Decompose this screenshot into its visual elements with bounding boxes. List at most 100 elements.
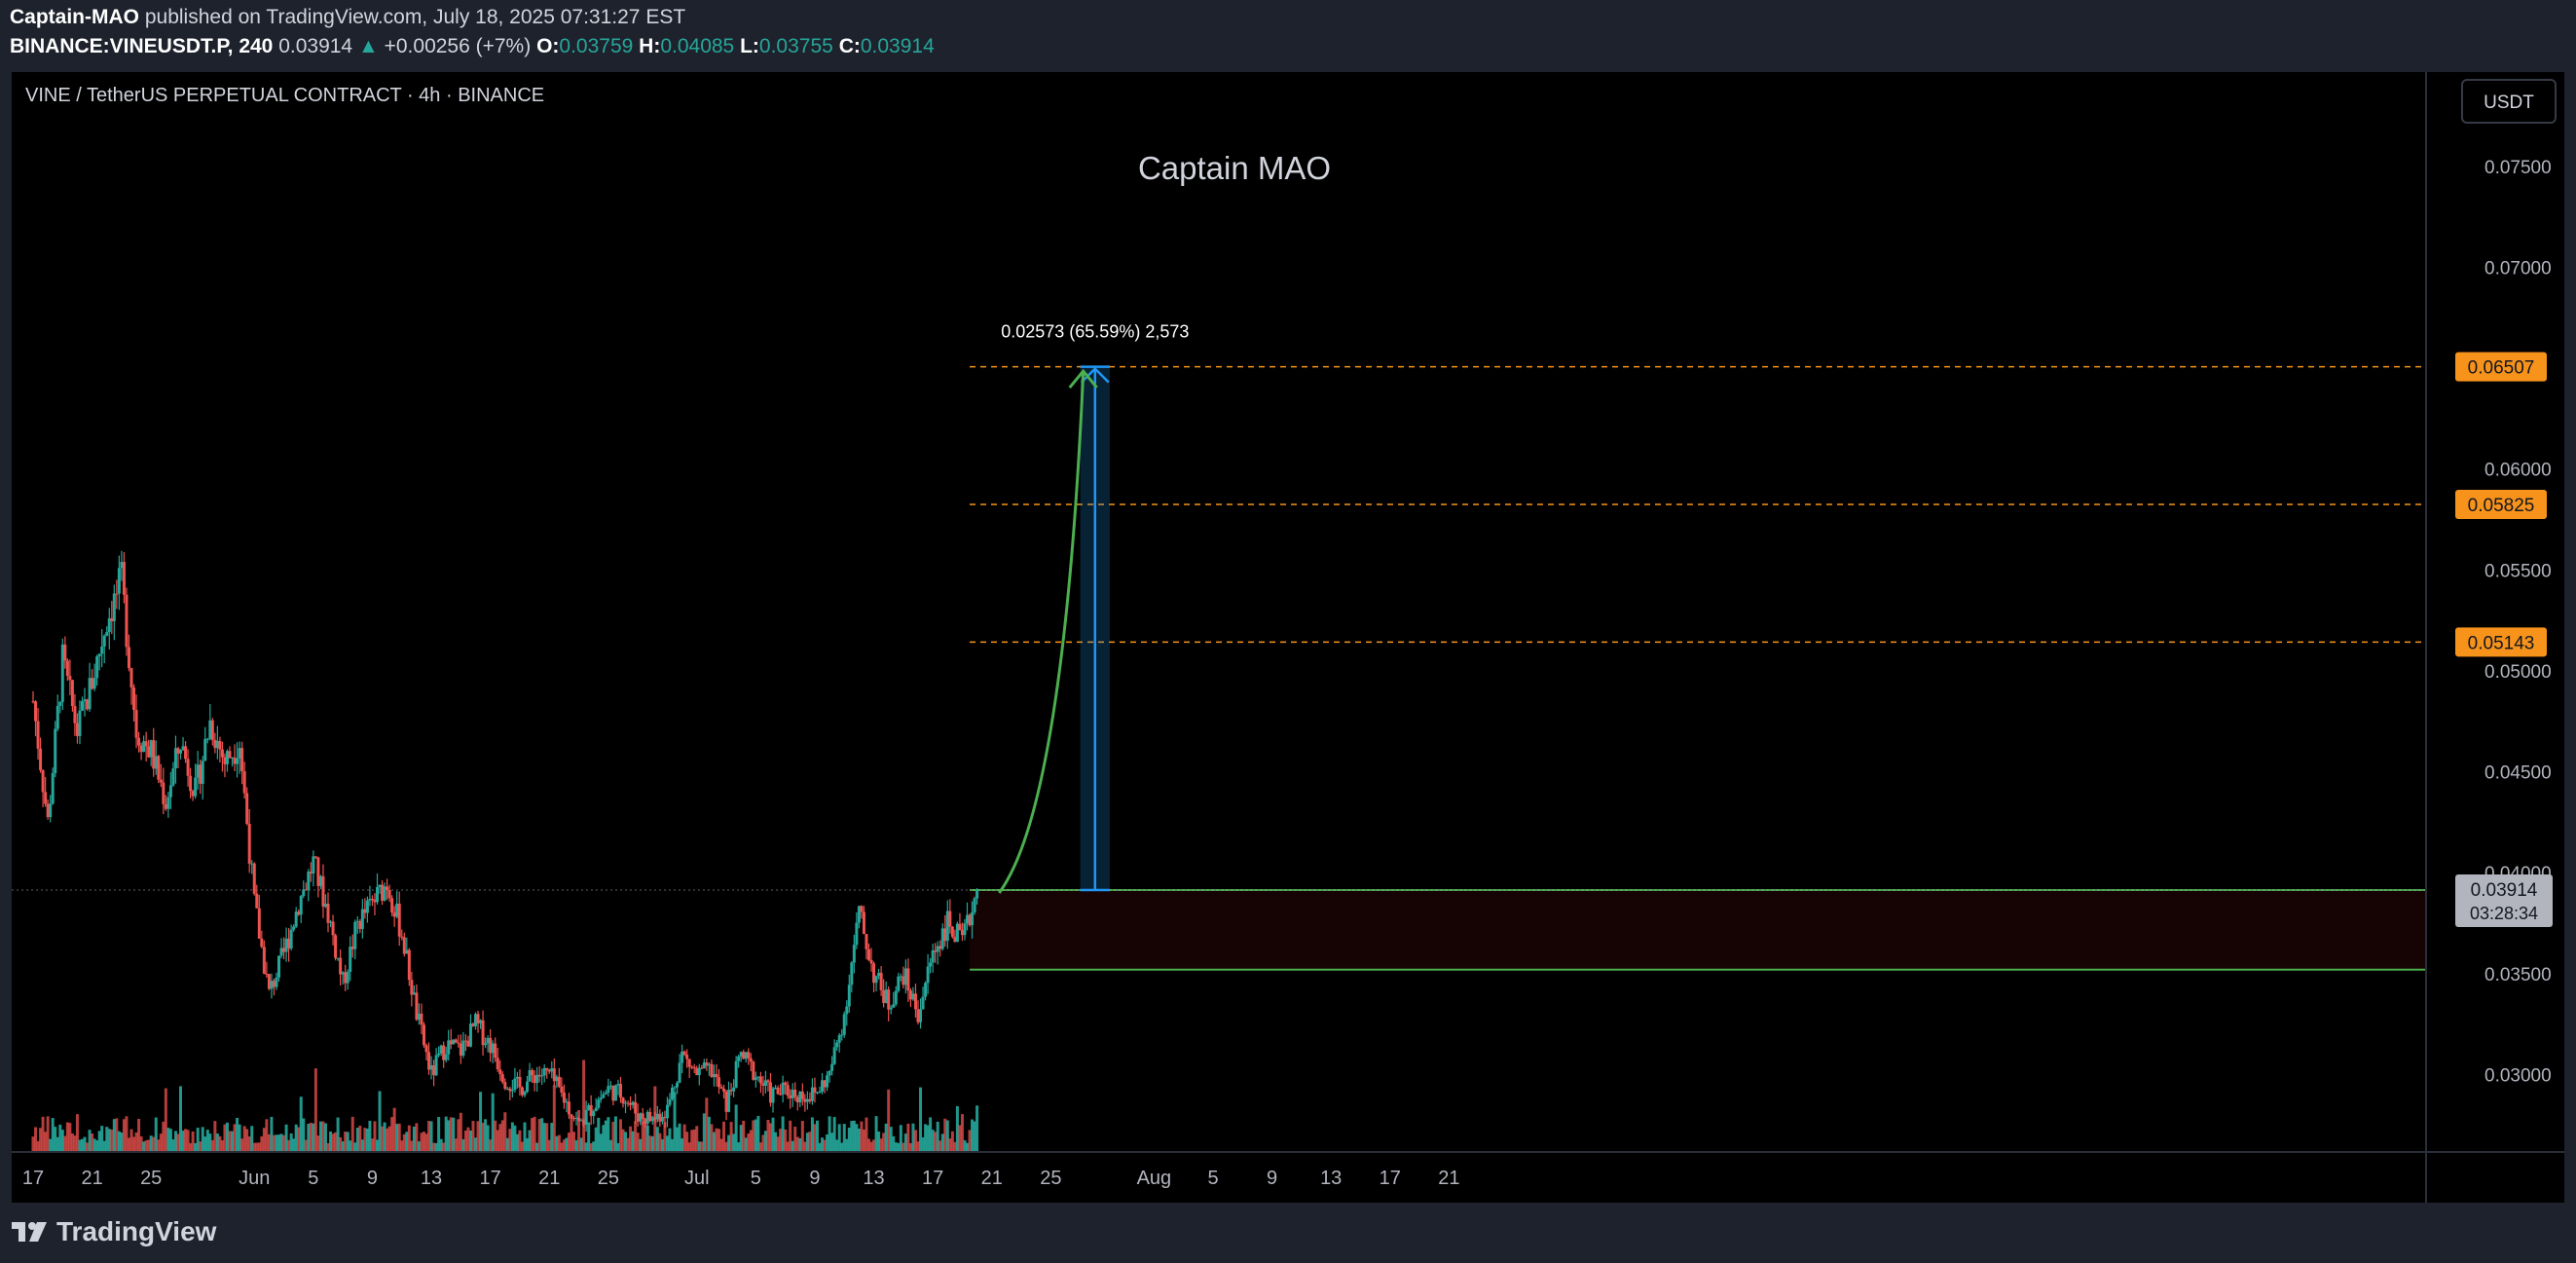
volume-bar [908, 1142, 912, 1151]
candle-body [336, 957, 340, 959]
volume-bar [508, 1129, 512, 1151]
candle-body [879, 973, 883, 990]
currency-label[interactable]: USDT [2484, 93, 2534, 113]
candle-body [906, 968, 910, 991]
drawings-layer: 0.02573 (65.59%) 2,573 [998, 322, 1189, 894]
candle-body [752, 1061, 755, 1080]
volume-bar [86, 1142, 90, 1151]
chart-area[interactable]: 0.06507 0.05825 0.05143 0.03914 03:28:34 0.0… [12, 72, 2564, 1203]
volume-bar [75, 1114, 79, 1151]
candle-body [828, 1070, 831, 1076]
low-key: L: [740, 35, 759, 57]
symbol-label[interactable]: BINANCE:VINEUSDT.P, 240 [10, 35, 274, 57]
tradingview-logo[interactable]: TradingView [12, 1216, 216, 1247]
candle-body [872, 963, 876, 984]
candle-body [117, 568, 121, 594]
volume-bar [973, 1121, 976, 1151]
candle-body [645, 1111, 649, 1124]
candle-body [236, 758, 239, 764]
candle-body [191, 791, 195, 797]
currency-button[interactable]: USDT [2461, 79, 2557, 124]
candle-body [395, 903, 399, 917]
high-value: 0.04085 [660, 35, 735, 57]
candle-body [687, 1059, 691, 1067]
candle-body [284, 938, 288, 952]
candle-body [137, 737, 141, 746]
candle-body [245, 793, 249, 825]
volume-bar [931, 1130, 935, 1151]
candle-body [616, 1084, 620, 1086]
candle-body [515, 1076, 519, 1079]
candle-body [381, 884, 385, 901]
candle-body [491, 1043, 495, 1054]
volume-bar [115, 1118, 119, 1151]
volume-bar [46, 1116, 50, 1151]
y-tick-label: 0.07000 [2484, 258, 2552, 279]
candle-body [240, 748, 244, 771]
volume-bar [798, 1137, 802, 1151]
volume-bar [107, 1129, 111, 1151]
candle-body [208, 720, 212, 739]
volume-bar [60, 1130, 64, 1151]
volume-bar [784, 1129, 788, 1151]
volume-bar [463, 1130, 467, 1151]
candle-body [594, 1107, 598, 1112]
volume-bar [542, 1123, 546, 1151]
volume-bar [505, 1137, 509, 1151]
volume-bar [887, 1089, 891, 1151]
candle-body [572, 1118, 575, 1120]
candle-body [199, 764, 202, 784]
volume-bar [479, 1092, 483, 1151]
x-tick-label: 13 [421, 1168, 442, 1189]
volume-bar [707, 1116, 711, 1151]
volume-bar [334, 1132, 338, 1151]
candle-body [903, 968, 907, 985]
volume-bar [63, 1135, 67, 1151]
candle-body [523, 1092, 527, 1096]
volume-bar [737, 1142, 741, 1151]
candle-body [815, 1092, 819, 1094]
candle-body [115, 593, 119, 595]
candle-body [589, 1104, 593, 1117]
volume-bar [466, 1127, 470, 1151]
volume-bar [722, 1121, 726, 1151]
volume-bar [655, 1127, 659, 1151]
candle-body [899, 976, 902, 978]
candle-body [247, 824, 251, 864]
candle-body [658, 1113, 662, 1122]
target-level-label: 0.05143 [2468, 633, 2535, 653]
volume-bar [781, 1116, 785, 1151]
author-name[interactable]: Captain-MAO [10, 6, 139, 28]
volume-bar [129, 1129, 133, 1151]
candle-body [758, 1076, 762, 1084]
candle-body [749, 1058, 753, 1062]
candle-body [877, 973, 881, 977]
volume-bar [220, 1140, 224, 1151]
volume-bar [444, 1116, 448, 1151]
candle-body [722, 1088, 726, 1092]
volume-bar [368, 1120, 372, 1151]
candle-body [159, 779, 163, 783]
candle-body [331, 921, 335, 936]
candle-body [840, 1034, 844, 1036]
volume-bar [565, 1137, 569, 1151]
candle-body [134, 710, 138, 738]
volume-bar [358, 1126, 362, 1151]
volume-bar [832, 1117, 836, 1151]
volume-bar [386, 1128, 389, 1151]
candle-body [412, 992, 416, 995]
candle-body [46, 803, 50, 818]
last-price-badge [2455, 874, 2553, 928]
candle-body [417, 1013, 421, 1021]
candle-body [830, 1063, 834, 1071]
volume-bar [719, 1138, 723, 1151]
volume-bar [648, 1135, 652, 1151]
measure-arrow-head [1080, 366, 1110, 384]
candle-body [579, 1120, 583, 1122]
candle-body [420, 1013, 423, 1025]
price-chart[interactable]: 0.06507 0.05825 0.05143 0.03914 03:28:34 0.0… [12, 72, 2564, 1203]
volume-bar [255, 1142, 259, 1151]
candle-body [518, 1076, 522, 1088]
volume-bar [779, 1129, 783, 1151]
volume-bar [963, 1139, 967, 1151]
